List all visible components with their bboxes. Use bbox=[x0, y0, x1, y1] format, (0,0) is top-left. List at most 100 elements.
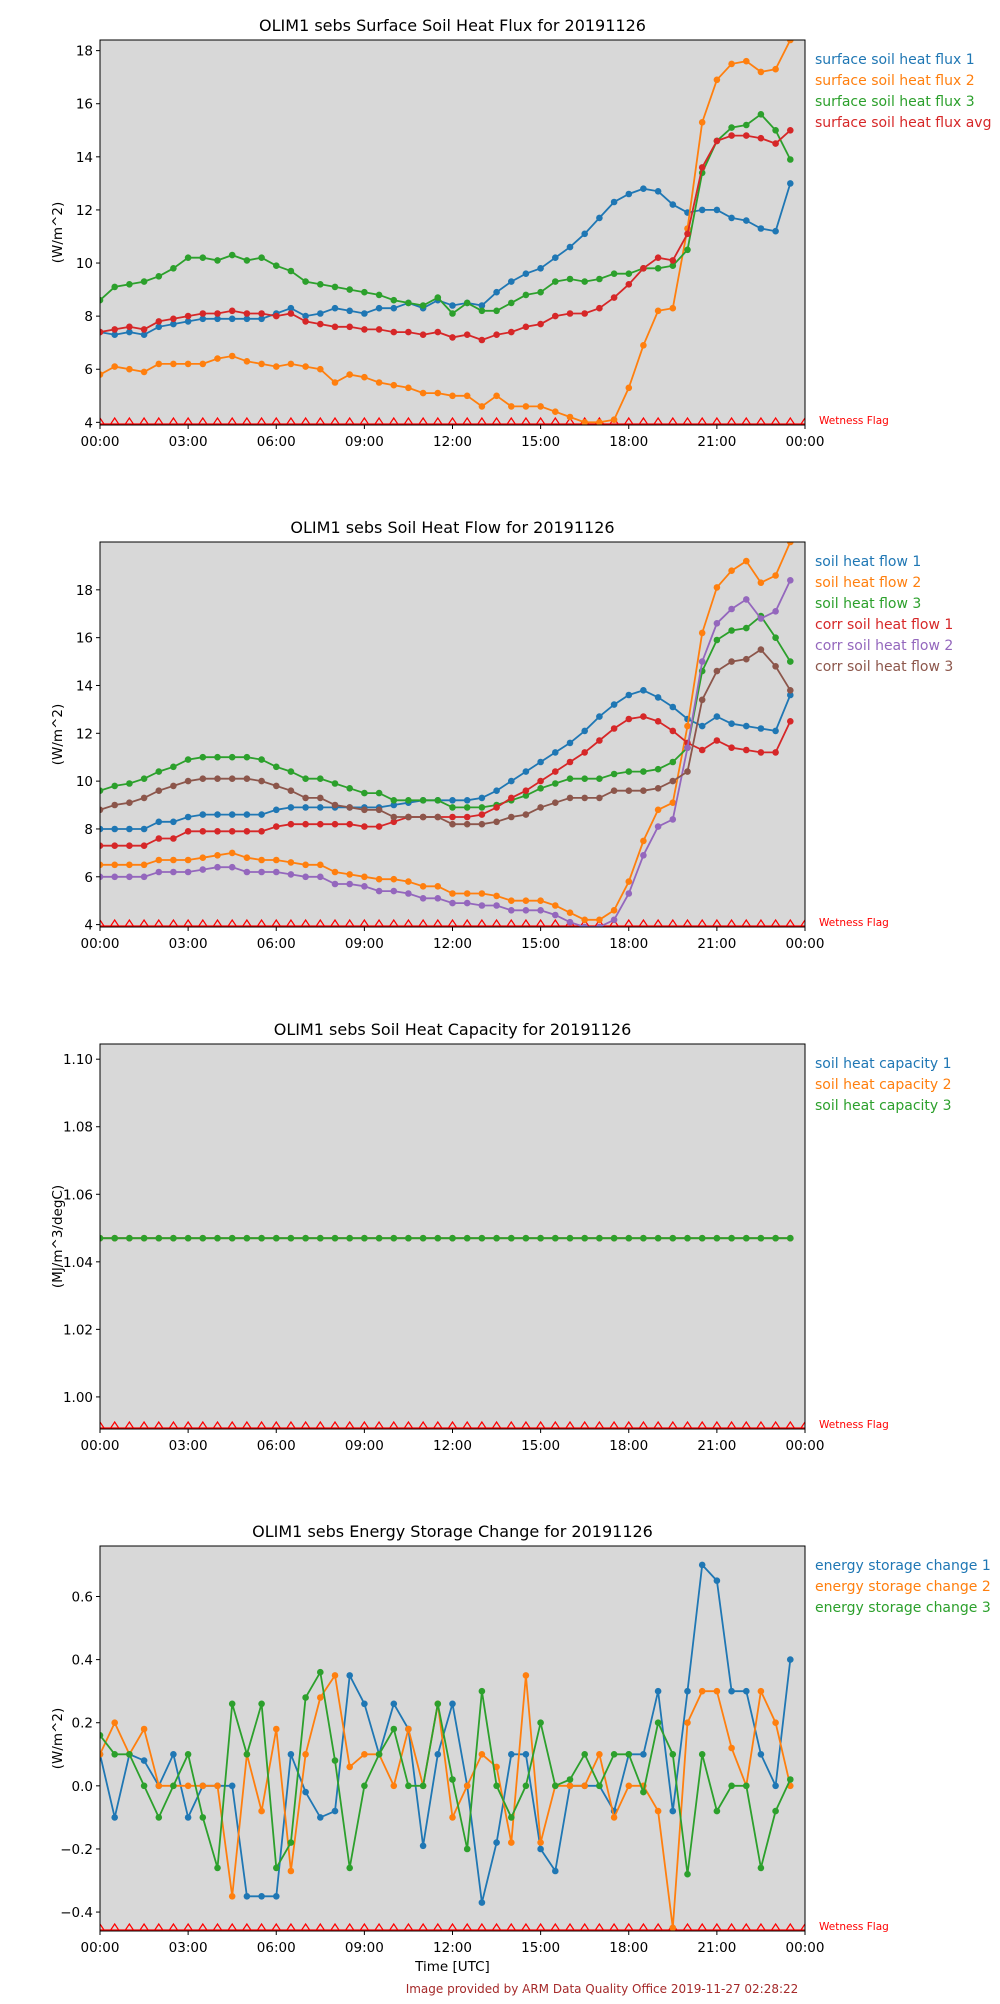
data-point bbox=[537, 1234, 544, 1242]
data-point bbox=[258, 1893, 265, 1900]
data-point bbox=[375, 875, 383, 883]
data-point bbox=[287, 804, 295, 811]
legend-entry-2: soil heat flow 2 bbox=[815, 575, 921, 591]
data-point bbox=[713, 206, 721, 214]
data-point bbox=[243, 775, 251, 782]
data-point bbox=[713, 620, 721, 627]
data-point bbox=[449, 310, 456, 317]
data-point bbox=[434, 1234, 442, 1242]
data-point bbox=[757, 68, 765, 76]
data-point bbox=[640, 837, 647, 845]
data-point bbox=[228, 1782, 236, 1790]
data-point bbox=[787, 687, 794, 694]
data-point bbox=[772, 727, 779, 735]
data-point bbox=[478, 1899, 486, 1906]
data-point bbox=[743, 596, 750, 603]
data-point bbox=[552, 799, 559, 806]
data-point bbox=[214, 257, 221, 264]
data-point bbox=[155, 835, 163, 842]
data-point bbox=[155, 1234, 163, 1242]
data-point bbox=[317, 310, 324, 317]
data-point bbox=[640, 1751, 647, 1758]
plot-frame bbox=[99, 1545, 806, 1932]
legend-entry-6: corr soil heat flow 3 bbox=[815, 659, 953, 675]
data-point bbox=[596, 214, 603, 222]
data-point bbox=[390, 797, 398, 804]
data-point bbox=[522, 270, 530, 278]
data-point bbox=[581, 749, 588, 756]
data-point bbox=[375, 823, 383, 830]
y-tick-label: 18 bbox=[76, 44, 93, 60]
data-point bbox=[434, 813, 442, 821]
y-tick-label: −0.4 bbox=[60, 1905, 93, 1921]
data-point bbox=[596, 304, 603, 312]
data-point bbox=[228, 307, 236, 315]
data-point bbox=[640, 787, 647, 794]
data-point bbox=[566, 739, 574, 747]
data-point bbox=[361, 310, 368, 317]
data-point bbox=[419, 1842, 427, 1850]
data-point bbox=[757, 615, 765, 622]
data-point bbox=[140, 825, 148, 833]
data-point bbox=[302, 1694, 309, 1701]
data-point bbox=[772, 634, 779, 641]
x-tick-label: 03:00 bbox=[169, 936, 208, 952]
data-point bbox=[361, 1234, 368, 1242]
data-point bbox=[566, 775, 574, 782]
data-point bbox=[610, 294, 618, 301]
data-point bbox=[478, 811, 486, 818]
data-point bbox=[111, 861, 118, 869]
x-tick-label: 18:00 bbox=[609, 1438, 648, 1454]
data-point bbox=[434, 1700, 442, 1708]
y-tick-label: 1.06 bbox=[63, 1187, 93, 1203]
data-point bbox=[170, 818, 177, 826]
data-point bbox=[757, 725, 765, 732]
y-tick-label: 0.6 bbox=[72, 1589, 93, 1605]
data-point bbox=[346, 1763, 354, 1771]
x-tick-label: 00:00 bbox=[786, 936, 825, 952]
data-point bbox=[581, 1782, 588, 1790]
chart-panel-4: OLIM1 sebs Energy Storage Change for 201… bbox=[50, 1522, 991, 1975]
data-point bbox=[184, 318, 192, 325]
data-point bbox=[100, 371, 104, 378]
data-point bbox=[302, 794, 309, 802]
data-point bbox=[273, 868, 280, 876]
data-point bbox=[273, 763, 280, 771]
data-point bbox=[449, 392, 456, 400]
data-point bbox=[596, 923, 603, 927]
data-point bbox=[390, 296, 398, 304]
data-point bbox=[478, 820, 486, 828]
data-point bbox=[273, 1864, 280, 1872]
data-point bbox=[100, 787, 104, 794]
data-point bbox=[140, 861, 148, 869]
x-tick-label: 18:00 bbox=[609, 434, 648, 450]
data-point bbox=[552, 1782, 559, 1790]
data-point bbox=[243, 1751, 251, 1758]
data-point bbox=[140, 1757, 148, 1764]
data-point bbox=[228, 775, 236, 782]
data-point bbox=[463, 392, 471, 400]
data-point bbox=[552, 408, 559, 416]
data-point bbox=[287, 1839, 295, 1846]
data-point bbox=[100, 328, 104, 336]
data-point bbox=[669, 1807, 677, 1815]
data-point bbox=[375, 806, 383, 814]
x-axis-label: Time [UTC] bbox=[414, 1959, 490, 1975]
x-tick-label: 21:00 bbox=[697, 434, 736, 450]
data-point bbox=[243, 1893, 251, 1900]
x-tick-label: 00:00 bbox=[786, 1940, 825, 1956]
chart-title: OLIM1 sebs Soil Heat Capacity for 201911… bbox=[274, 1020, 632, 1039]
data-point bbox=[214, 852, 221, 859]
data-point bbox=[346, 820, 354, 828]
data-point bbox=[331, 283, 339, 291]
wetness-flag-label: Wetness Flag bbox=[819, 415, 889, 427]
data-point bbox=[199, 866, 207, 873]
data-point bbox=[743, 217, 750, 224]
data-point bbox=[669, 1234, 677, 1242]
data-point bbox=[698, 1751, 706, 1758]
y-axis-label: (MJ/m^3/degC) bbox=[50, 1185, 66, 1288]
data-point bbox=[331, 1234, 339, 1242]
data-point bbox=[419, 302, 427, 309]
data-point bbox=[610, 916, 618, 924]
